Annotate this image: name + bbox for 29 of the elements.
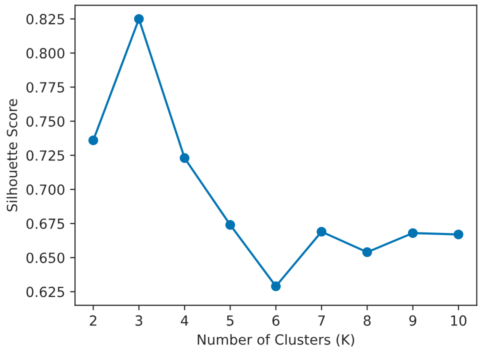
- point: [316, 226, 326, 237]
- x-axis-title: Number of Clusters (K): [198, 334, 354, 346]
- point: [88, 135, 98, 146]
- y-tick-label: 0.725: [26, 150, 64, 161]
- point: [408, 228, 418, 238]
- y-tick-label: 0.800: [26, 48, 64, 59]
- point: [180, 153, 190, 163]
- x-tick-label: 5: [226, 315, 234, 326]
- x-tick-label: 7: [318, 315, 325, 326]
- x-tick-label: 2: [90, 315, 96, 326]
- x-tick-label: 4: [180, 315, 188, 326]
- x-tick-label: 6: [272, 315, 280, 326]
- x-tick-label: 9: [409, 315, 416, 326]
- point: [225, 220, 236, 230]
- x-tick-label: 3: [136, 315, 142, 326]
- y-tick-label: 0.825: [26, 14, 64, 24]
- y-tick-label: 0.625: [26, 286, 64, 298]
- point: [362, 247, 372, 258]
- y-tick-label: 0.700: [26, 184, 64, 195]
- y-tick-label: 0.675: [26, 218, 64, 229]
- point: [134, 14, 144, 24]
- y-tick-label: 0.775: [26, 82, 64, 93]
- y-tick-label: 0.750: [26, 116, 64, 127]
- point: [271, 281, 281, 292]
- x-tick-label: 8: [364, 315, 371, 326]
- y-tick-label: 0.650: [26, 252, 64, 264]
- x-tick-label: 10: [451, 315, 466, 326]
- y-axis-title: Silhouette Score: [6, 99, 18, 212]
- point: [454, 230, 464, 240]
